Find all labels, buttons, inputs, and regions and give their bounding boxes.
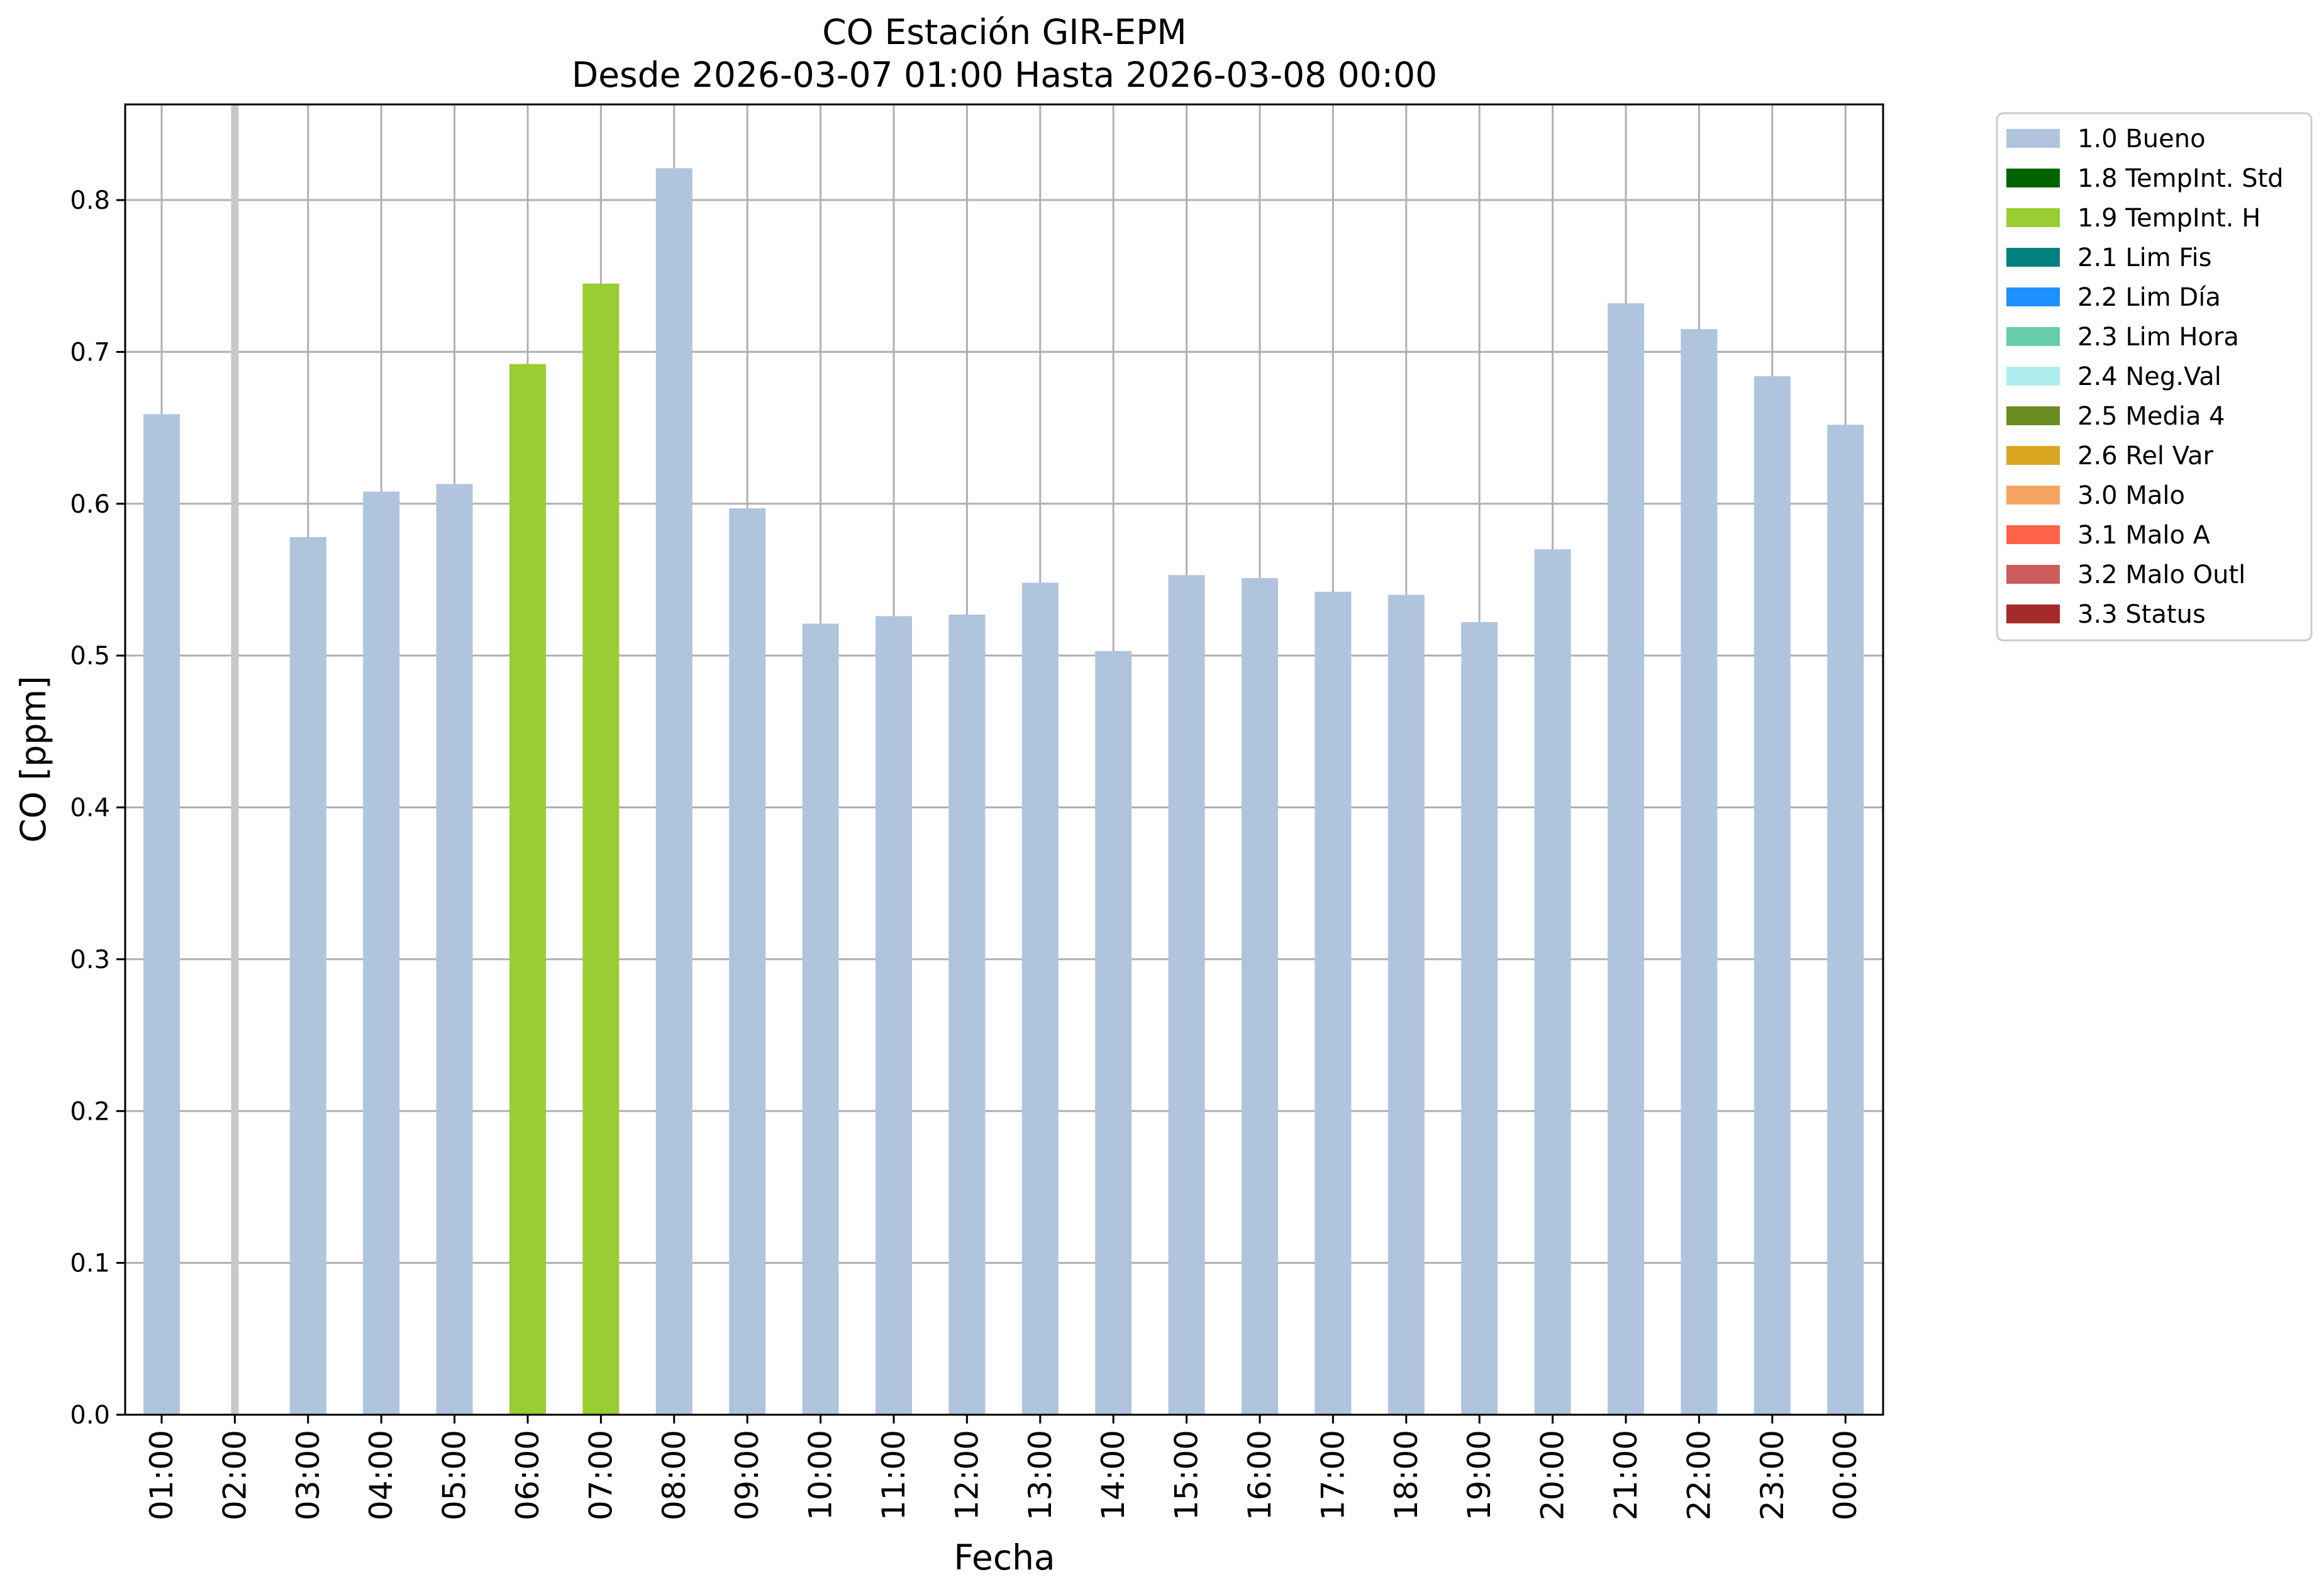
legend-swatch xyxy=(2006,605,2060,623)
x-tick-label: 12:00 xyxy=(948,1430,985,1520)
chart-title: CO Estación GIR-EPM xyxy=(822,12,1186,52)
x-tick-label: 15:00 xyxy=(1169,1430,1205,1520)
x-tick-label: 23:00 xyxy=(1754,1430,1791,1520)
bar-2200 xyxy=(1681,329,1718,1415)
legend-swatch xyxy=(2006,248,2060,267)
bar-1300 xyxy=(1021,582,1059,1415)
legend-label: 2.4 Neg.Val xyxy=(2077,362,2221,391)
bar-0600 xyxy=(509,364,546,1415)
x-tick-label: 11:00 xyxy=(876,1430,912,1520)
y-tick-label: 0.4 xyxy=(70,794,110,823)
x-tick-label: 09:00 xyxy=(729,1430,765,1520)
legend-frame xyxy=(1996,112,2313,642)
bar-0800 xyxy=(655,168,692,1415)
legend-swatch xyxy=(2006,367,2060,386)
y-tick-label: 0.0 xyxy=(70,1401,110,1430)
x-tick-label: 10:00 xyxy=(803,1430,839,1520)
x-tick-label: 04:00 xyxy=(363,1430,399,1520)
bar-2100 xyxy=(1608,303,1644,1415)
x-tick-label: 05:00 xyxy=(436,1430,473,1520)
legend-label: 1.8 TempInt. Std xyxy=(2077,164,2284,193)
missing-data-marker xyxy=(231,104,239,1415)
y-axis-ticks: 0.0 0.1 0.2 0.3 0.4 0.5 0.6 0.7 0.8 xyxy=(70,186,125,1430)
legend-swatch xyxy=(2006,486,2060,504)
legend-label: 1.9 TempInt. H xyxy=(2077,204,2260,233)
y-tick-label: 0.1 xyxy=(70,1249,110,1278)
x-tick-label: 14:00 xyxy=(1095,1430,1131,1520)
bar-1900 xyxy=(1461,622,1498,1415)
x-tick-label: 21:00 xyxy=(1608,1430,1644,1520)
x-tick-label: 02:00 xyxy=(216,1430,253,1520)
bar-1000 xyxy=(802,623,839,1415)
y-tick-label: 0.7 xyxy=(70,338,110,367)
bar-0100 xyxy=(143,414,180,1415)
x-tick-label: 07:00 xyxy=(582,1430,619,1520)
plot-frame xyxy=(124,103,1884,1416)
chart-subtitle: Desde 2026-03-07 01:00 Hasta 2026-03-08 … xyxy=(572,55,1437,95)
legend-label: 1.0 Bueno xyxy=(2077,125,2206,153)
x-tick-label: 22:00 xyxy=(1681,1430,1717,1520)
bar-1600 xyxy=(1242,578,1278,1415)
bar-1500 xyxy=(1168,575,1205,1415)
x-tick-label: 13:00 xyxy=(1022,1430,1059,1520)
bar-1800 xyxy=(1387,594,1425,1415)
legend-label: 3.3 Status xyxy=(2077,600,2206,629)
legend-label: 2.5 Media 4 xyxy=(2077,402,2225,431)
x-tick-label: 19:00 xyxy=(1461,1430,1498,1520)
x-tick-label: 06:00 xyxy=(509,1430,546,1520)
legend-label: 2.3 Lim Hora xyxy=(2077,323,2239,352)
x-axis-ticks: 01:00 02:00 03:00 04:00 05:00 06:00 07:00 08:00… xyxy=(143,1415,1864,1520)
legend-swatch xyxy=(2006,169,2060,187)
y-tick-label: 0.6 xyxy=(70,490,110,519)
legend-swatch xyxy=(2006,565,2060,584)
x-tick-label: 18:00 xyxy=(1388,1430,1425,1520)
y-tick-label: 0.5 xyxy=(70,642,110,671)
y-tick-label: 0.8 xyxy=(70,186,110,215)
bars-group xyxy=(143,104,1864,1415)
bar-2000 xyxy=(1534,549,1571,1415)
legend: 1.0 Bueno 1.8 TempInt. Std 1.9 TempInt. H 2… xyxy=(1996,112,2313,642)
x-tick-label: 08:00 xyxy=(656,1430,692,1520)
x-tick-label: 17:00 xyxy=(1315,1430,1351,1520)
bar-1200 xyxy=(948,614,986,1415)
legend-label: 3.0 Malo xyxy=(2077,481,2185,510)
legend-swatch xyxy=(2006,327,2060,346)
bar-1700 xyxy=(1315,591,1352,1415)
bar-0000 xyxy=(1827,425,1864,1415)
bar-1400 xyxy=(1095,650,1132,1415)
x-tick-label: 16:00 xyxy=(1242,1430,1278,1520)
x-axis-label: Fecha xyxy=(954,1537,1055,1578)
bar-0300 xyxy=(289,537,326,1415)
bar-0700 xyxy=(582,283,620,1415)
bar-0400 xyxy=(363,491,400,1415)
bar-0900 xyxy=(729,508,766,1415)
x-tick-label: 00:00 xyxy=(1827,1430,1864,1520)
legend-label: 2.6 Rel Var xyxy=(2077,442,2214,471)
legend-swatch xyxy=(2006,446,2060,465)
legend-label: 2.2 Lim Día xyxy=(2077,283,2221,312)
y-axis-label: CO [ppm] xyxy=(13,676,53,843)
legend-label: 2.1 Lim Fis xyxy=(2077,243,2211,272)
legend-swatch xyxy=(2006,287,2060,306)
legend-swatch xyxy=(2006,208,2060,227)
legend-swatch xyxy=(2006,525,2060,544)
y-tick-label: 0.3 xyxy=(70,945,110,974)
x-tick-label: 03:00 xyxy=(290,1430,326,1520)
bar-2300 xyxy=(1754,376,1791,1415)
x-tick-label: 20:00 xyxy=(1535,1430,1571,1520)
legend-swatch xyxy=(2006,406,2060,425)
legend-swatch xyxy=(2006,129,2060,148)
legend-label: 3.2 Malo Outl xyxy=(2077,560,2245,589)
bar-0500 xyxy=(436,484,473,1415)
legend-label: 3.1 Malo A xyxy=(2077,521,2211,550)
y-tick-label: 0.2 xyxy=(70,1097,110,1126)
bar-1100 xyxy=(876,616,912,1415)
x-tick-label: 01:00 xyxy=(143,1430,180,1520)
